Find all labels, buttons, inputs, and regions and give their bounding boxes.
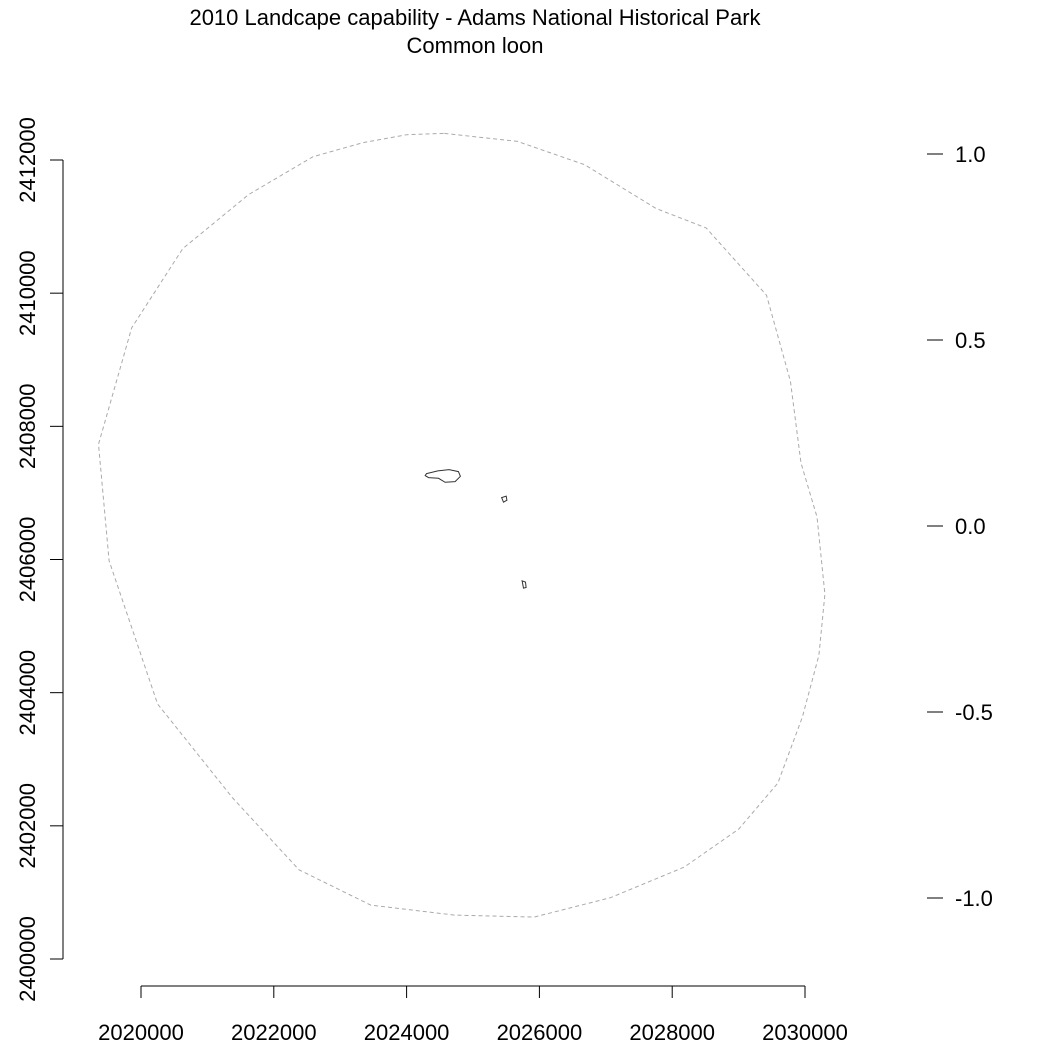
y-tick-label: 2408000: [15, 384, 40, 470]
legend-tick-label: 1.0: [955, 142, 986, 167]
feature-layer: [424, 469, 527, 589]
legend-tick-label: 0.5: [955, 328, 986, 353]
x-tick-label: 2026000: [497, 1020, 583, 1045]
park-boundary-line: [97, 132, 826, 918]
habitat-pond-2: [500, 495, 508, 503]
map-subtitle: Common loon: [406, 33, 544, 58]
habitat-pond-1: [424, 469, 461, 483]
y-tick-label: 2406000: [15, 517, 40, 603]
legend-tick-label: 0.0: [955, 514, 986, 539]
x-axis: 2020000 2022000 2024000 2026000 2028000 20300…: [98, 985, 848, 1045]
x-tick-label: 2022000: [231, 1020, 317, 1045]
y-axis: 2400000 2402000 2404000 2406000 2408000 24100…: [15, 117, 64, 1002]
legend-scale-axis: 1.0 0.5 0.0 -0.5 -1.0: [927, 142, 993, 911]
legend-tick-label: -1.0: [955, 886, 993, 911]
y-tick-label: 2402000: [15, 783, 40, 869]
title-block: 2010 Landcape capability - Adams Nationa…: [0, 4, 950, 60]
park-boundary-layer: [97, 132, 826, 918]
map-title: 2010 Landcape capability - Adams Nationa…: [189, 5, 761, 30]
y-tick-label: 2404000: [15, 650, 40, 736]
x-tick-label: 2030000: [762, 1020, 848, 1045]
y-tick-label: 2400000: [15, 916, 40, 1002]
y-tick-label: 2412000: [15, 117, 40, 203]
habitat-pond-3: [521, 580, 527, 589]
x-tick-label: 2024000: [364, 1020, 450, 1045]
legend-tick-label: -0.5: [955, 700, 993, 725]
y-tick-label: 2410000: [15, 250, 40, 336]
x-tick-label: 2028000: [629, 1020, 715, 1045]
x-tick-label: 2020000: [98, 1020, 184, 1045]
